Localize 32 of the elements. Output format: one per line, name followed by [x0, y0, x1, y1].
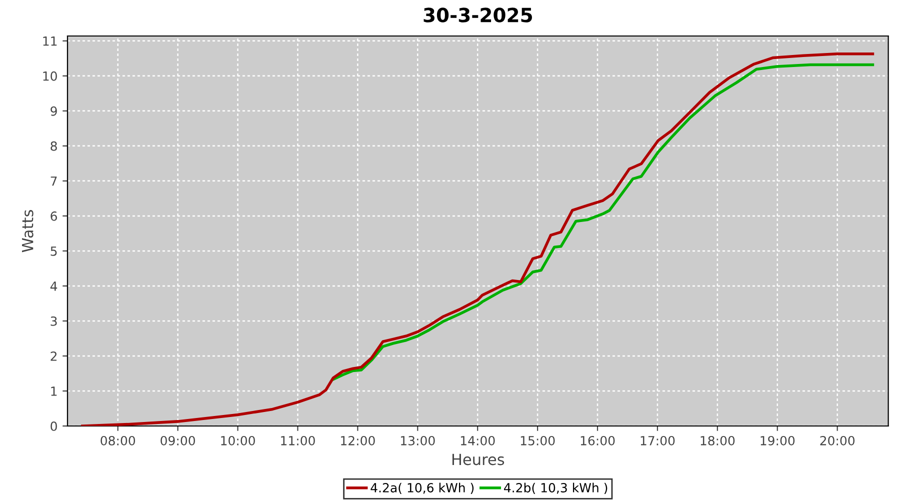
y-tick-label: 4 [50, 282, 58, 291]
y-tick-label: 0 [50, 421, 57, 431]
x-tick-label: 17:00 [640, 436, 675, 446]
line-series [81, 52, 874, 426]
x-tick-label: 10:00 [221, 436, 255, 446]
legend-label: 4.2b( 10,3 kWh ) [504, 482, 608, 494]
y-axis-title: Watts [22, 210, 34, 252]
y-tick-label: 9 [50, 106, 57, 116]
x-tick-label: 13:00 [401, 436, 435, 446]
x-tick-label: 11:00 [281, 436, 315, 446]
y-tick-label: 7 [50, 176, 57, 186]
y-tick-label: 10 [43, 71, 57, 81]
x-tick-label: 18:00 [700, 436, 735, 446]
y-tick-label: 6 [50, 211, 57, 221]
x-tick-label: 15:00 [520, 436, 555, 446]
y-tick-label: 3 [50, 316, 57, 326]
y-tick-label: 11 [43, 36, 57, 46]
y-tick-label: 1 [51, 386, 57, 396]
x-tick-label: 20:00 [820, 436, 855, 446]
x-tick-label: 19:00 [760, 436, 795, 446]
x-tick-label: 12:00 [341, 436, 375, 446]
x-tick-label: 14:00 [460, 436, 495, 446]
y-tick-label: 8 [50, 141, 57, 151]
y-tick-label: 5 [50, 246, 57, 256]
x-tick-label: 09:00 [160, 436, 195, 446]
x-tick-label: 08:00 [100, 436, 136, 446]
y-tick-label: 2 [50, 351, 57, 361]
x-tick-label: 16:00 [580, 436, 615, 446]
x-axis-title: Heures [452, 454, 504, 466]
chart-title: 30-3-2025 [424, 8, 532, 22]
line-series [332, 63, 874, 381]
legend-label: 4.2a( 10,6 kWh ) [370, 482, 474, 494]
